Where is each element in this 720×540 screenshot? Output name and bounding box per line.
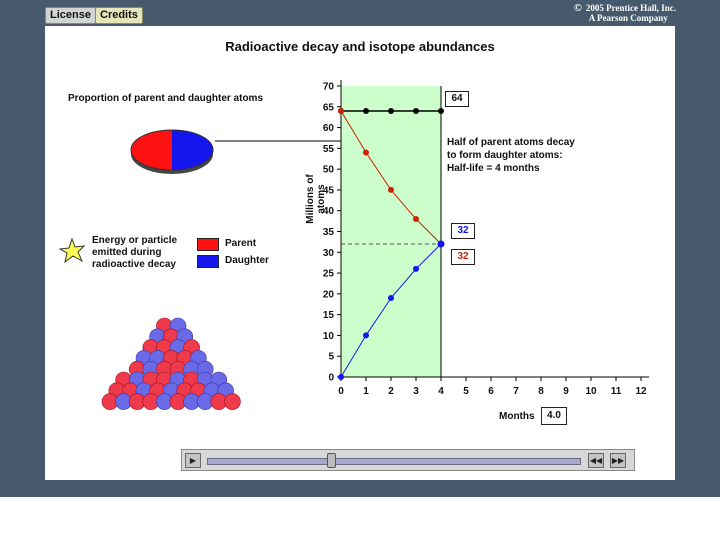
legend-daughter-label: Daughter: [225, 255, 269, 266]
copyright-notice: © 2005 Prentice Hall, Inc. A Pearson Comp…: [573, 2, 676, 24]
x-tick-label: 11: [611, 386, 622, 397]
proportion-label: Proportion of parent and daughter atoms: [68, 93, 264, 104]
crossover-point: [437, 240, 445, 248]
pie-daughter-slice: [172, 130, 213, 170]
pie-outline: [130, 129, 214, 171]
pie-parent-slice: [131, 130, 172, 170]
halflife-band: [341, 86, 441, 377]
y-tick-label: 0: [328, 373, 334, 384]
parent-data-point: [413, 216, 419, 223]
halflife-line-3: Half-life = 4 months: [447, 163, 540, 174]
simulation-panel: Radioactive decay and isotope abundances…: [45, 26, 675, 480]
y-tick-label: 55: [323, 144, 335, 155]
energy-line-2: emitted during: [92, 247, 162, 258]
timeline-track[interactable]: [207, 458, 581, 465]
play-icon: ▶: [189, 456, 197, 465]
energy-line-3: radioactive decay: [92, 259, 176, 270]
parent-data-point: [338, 107, 344, 114]
parent-data-point: [388, 186, 394, 193]
y-tick-label: 50: [323, 165, 335, 176]
months-readout: 4.0: [541, 407, 567, 425]
y-tick-label: 20: [323, 289, 335, 300]
energy-label: Energy or particle emitted during radioa…: [92, 235, 192, 271]
x-tick-label: 1: [363, 386, 369, 397]
halflife-line-1: Half of parent atoms decay: [447, 137, 575, 148]
y-tick-label: 10: [323, 331, 335, 342]
x-tick-label: 9: [563, 386, 569, 397]
halflife-annotation: Half of parent atoms decay to form daugh…: [447, 136, 575, 175]
y-tick-label: 65: [323, 102, 335, 113]
y-tick-label: 70: [323, 82, 335, 93]
parent-value-box: 32: [451, 249, 475, 265]
legend-parent-swatch: [197, 238, 219, 251]
energy-line-1: Energy or particle: [92, 235, 178, 246]
halflife-line-2: to form daughter atoms:: [447, 150, 563, 161]
energy-star-icon: [59, 238, 85, 264]
fast-forward-button[interactable]: ▶▶: [610, 453, 626, 468]
x-tick-label: 2: [388, 386, 394, 397]
y-tick-label: 40: [323, 206, 335, 217]
y-tick-label: 25: [323, 269, 335, 280]
y-tick-label: 30: [323, 248, 335, 259]
daughter-value-box: 32: [451, 223, 475, 239]
fast-forward-icon: ▶▶: [611, 456, 625, 465]
y-axis-label: Millions of atoms: [305, 174, 327, 224]
x-tick-label: 12: [635, 386, 647, 397]
playback-controls: ▶ ◀◀ ▶▶: [181, 449, 635, 471]
x-tick-label: 10: [585, 386, 597, 397]
daughter-data-point: [388, 295, 394, 302]
copyright-line-2: A Pearson Company: [588, 13, 668, 23]
daughter-data-point: [338, 374, 344, 380]
y-tick-label: 60: [323, 123, 335, 134]
months-label: Months: [499, 411, 535, 422]
y-tick-label: 5: [328, 352, 334, 363]
copyright-symbol: ©: [573, 2, 582, 14]
rewind-button[interactable]: ◀◀: [588, 453, 604, 468]
app-frame: License Credits © 2005 Prentice Hall, Inc…: [0, 0, 720, 497]
total-data-point: [363, 107, 369, 114]
proportion-pie: [130, 129, 214, 174]
y-tick-label: 45: [323, 185, 335, 196]
license-button[interactable]: License: [45, 7, 96, 24]
x-tick-label: 6: [488, 386, 494, 397]
parent-data-point: [363, 149, 369, 156]
timeline-scrubber[interactable]: [326, 453, 336, 468]
credits-button[interactable]: Credits: [95, 7, 143, 24]
atom-pyramid: [101, 317, 241, 410]
x-tick-label: 8: [538, 386, 544, 397]
parent-atom: [224, 393, 241, 410]
x-tick-label: 7: [513, 386, 519, 397]
total-data-point: [438, 107, 444, 114]
total-data-point: [388, 107, 394, 114]
play-button[interactable]: ▶: [185, 453, 201, 468]
y-tick-label: 35: [323, 227, 335, 238]
page-title: Radioactive decay and isotope abundances: [225, 39, 495, 54]
x-tick-label: 3: [413, 386, 419, 397]
x-tick-label: 5: [463, 386, 469, 397]
copyright-line-1: 2005 Prentice Hall, Inc.: [585, 3, 676, 13]
total-data-point: [413, 107, 419, 114]
y-tick-label: 15: [323, 310, 335, 321]
total-value-box: 64: [445, 91, 469, 107]
x-tick-label: 0: [338, 386, 344, 397]
daughter-data-point: [363, 332, 369, 339]
daughter-data-point: [413, 265, 419, 272]
rewind-icon: ◀◀: [589, 456, 603, 465]
legend-parent-label: Parent: [225, 238, 257, 249]
legend-daughter-swatch: [197, 255, 219, 268]
x-tick-label: 4: [438, 386, 444, 397]
